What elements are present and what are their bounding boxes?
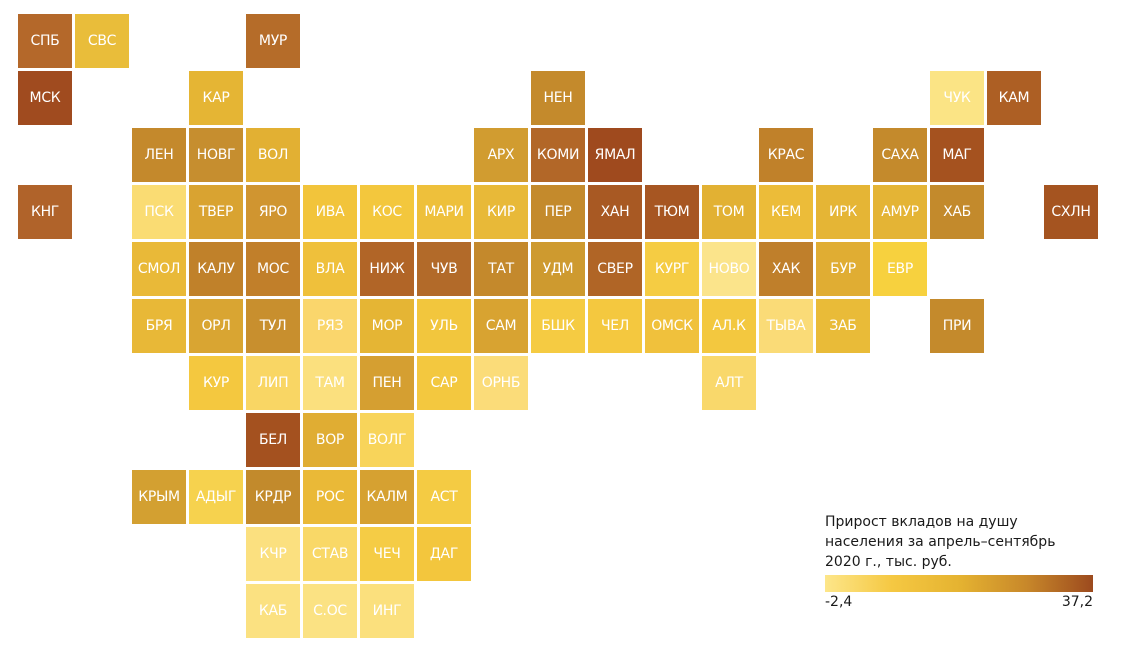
region-tile-НОВО: НОВО [702, 242, 756, 296]
region-tile-КАМ: КАМ [987, 71, 1041, 125]
region-tile-НЕН: НЕН [531, 71, 585, 125]
legend-color-scale [825, 575, 1093, 592]
region-tile-АЛТ: АЛТ [702, 356, 756, 410]
region-tile-МОР: МОР [360, 299, 414, 353]
region-tile-АЛ.К: АЛ.К [702, 299, 756, 353]
region-tile-ИРК: ИРК [816, 185, 870, 239]
region-tile-БУР: БУР [816, 242, 870, 296]
region-tile-ТОМ: ТОМ [702, 185, 756, 239]
region-tile-КОМИ: КОМИ [531, 128, 585, 182]
region-tile-ЛИП: ЛИП [246, 356, 300, 410]
region-tile-МОС: МОС [246, 242, 300, 296]
region-tile-БРЯ: БРЯ [132, 299, 186, 353]
region-tile-ДАГ: ДАГ [417, 527, 471, 581]
legend-title-line-1: Прирост вкладов на душу [825, 514, 1018, 530]
region-tile-КНГ: КНГ [18, 185, 72, 239]
region-tile-КАБ: КАБ [246, 584, 300, 638]
region-tile-САХА: САХА [873, 128, 927, 182]
region-tile-СПБ: СПБ [18, 14, 72, 68]
region-tile-СХЛН: СХЛН [1044, 185, 1098, 239]
region-tile-ПРИ: ПРИ [930, 299, 984, 353]
region-tile-НИЖ: НИЖ [360, 242, 414, 296]
region-tile-КИР: КИР [474, 185, 528, 239]
region-tile-САР: САР [417, 356, 471, 410]
region-tile-ХАК: ХАК [759, 242, 813, 296]
region-tile-ВОЛГ: ВОЛГ [360, 413, 414, 467]
region-tile-ПЕН: ПЕН [360, 356, 414, 410]
region-tile-ТЫВА: ТЫВА [759, 299, 813, 353]
region-tile-КРЫМ: КРЫМ [132, 470, 186, 524]
region-tile-ТУЛ: ТУЛ [246, 299, 300, 353]
region-tile-ПЕР: ПЕР [531, 185, 585, 239]
region-tile-МУР: МУР [246, 14, 300, 68]
region-tile-ЗАБ: ЗАБ [816, 299, 870, 353]
region-tile-БЕЛ: БЕЛ [246, 413, 300, 467]
region-tile-ИВА: ИВА [303, 185, 357, 239]
legend: Прирост вкладов на душу населения за апр… [825, 512, 1093, 610]
region-tile-ОРНБ: ОРНБ [474, 356, 528, 410]
region-tile-МСК: МСК [18, 71, 72, 125]
region-tile-ЧУВ: ЧУВ [417, 242, 471, 296]
legend-title-line-2: населения за апрель–сентябрь [825, 534, 1056, 550]
region-tile-КАР: КАР [189, 71, 243, 125]
region-tile-АРХ: АРХ [474, 128, 528, 182]
region-tile-ЧЕЛ: ЧЕЛ [588, 299, 642, 353]
region-tile-КУР: КУР [189, 356, 243, 410]
region-tile-СТАВ: СТАВ [303, 527, 357, 581]
region-tile-МАРИ: МАРИ [417, 185, 471, 239]
region-tile-ЧУК: ЧУК [930, 71, 984, 125]
region-tile-ТАМ: ТАМ [303, 356, 357, 410]
region-tile-КЧР: КЧР [246, 527, 300, 581]
legend-max-label: 37,2 [1061, 594, 1093, 610]
region-tile-АДЫГ: АДЫГ [189, 470, 243, 524]
region-tile-С.ОС: С.ОС [303, 584, 357, 638]
legend-ticks: -2,4 37,2 [825, 594, 1093, 610]
region-tile-РЯЗ: РЯЗ [303, 299, 357, 353]
legend-min-label: -2,4 [825, 594, 853, 610]
region-tile-ОМСК: ОМСК [645, 299, 699, 353]
region-tile-ТАТ: ТАТ [474, 242, 528, 296]
region-tile-УЛЬ: УЛЬ [417, 299, 471, 353]
region-tile-ВОЛ: ВОЛ [246, 128, 300, 182]
region-tile-РОС: РОС [303, 470, 357, 524]
region-tile-ЯРО: ЯРО [246, 185, 300, 239]
region-tile-КУРГ: КУРГ [645, 242, 699, 296]
region-tile-КЕМ: КЕМ [759, 185, 813, 239]
region-tile-КОС: КОС [360, 185, 414, 239]
region-tile-АСТ: АСТ [417, 470, 471, 524]
region-tile-КРАС: КРАС [759, 128, 813, 182]
region-tile-ВОР: ВОР [303, 413, 357, 467]
region-tile-АМУР: АМУР [873, 185, 927, 239]
region-tile-ИНГ: ИНГ [360, 584, 414, 638]
region-tile-ЛЕН: ЛЕН [132, 128, 186, 182]
region-tile-ВЛА: ВЛА [303, 242, 357, 296]
region-tile-СВЕР: СВЕР [588, 242, 642, 296]
region-tile-ЕВР: ЕВР [873, 242, 927, 296]
region-tile-ТВЕР: ТВЕР [189, 185, 243, 239]
legend-title: Прирост вкладов на душу населения за апр… [825, 512, 1093, 572]
region-tile-КРДР: КРДР [246, 470, 300, 524]
region-tile-УДМ: УДМ [531, 242, 585, 296]
region-tile-ОРЛ: ОРЛ [189, 299, 243, 353]
region-tile-ЯМАЛ: ЯМАЛ [588, 128, 642, 182]
region-tile-ЧЕЧ: ЧЕЧ [360, 527, 414, 581]
region-tile-НОВГ: НОВГ [189, 128, 243, 182]
region-tile-ХАН: ХАН [588, 185, 642, 239]
region-tile-САМ: САМ [474, 299, 528, 353]
region-tile-КАЛМ: КАЛМ [360, 470, 414, 524]
region-tile-СМОЛ: СМОЛ [132, 242, 186, 296]
region-tile-КАЛУ: КАЛУ [189, 242, 243, 296]
region-tile-ХАБ: ХАБ [930, 185, 984, 239]
region-tile-ТЮМ: ТЮМ [645, 185, 699, 239]
region-tile-МАГ: МАГ [930, 128, 984, 182]
legend-title-line-3: 2020 г., тыс. руб. [825, 554, 952, 570]
region-tile-СВС: СВС [75, 14, 129, 68]
region-tile-БШК: БШК [531, 299, 585, 353]
region-tile-ПСК: ПСК [132, 185, 186, 239]
